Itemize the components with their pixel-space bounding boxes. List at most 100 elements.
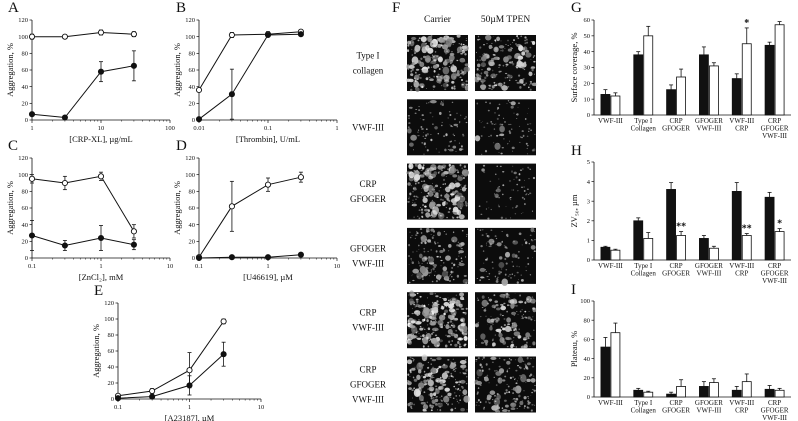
- micrograph-speck: [418, 248, 420, 250]
- micrograph-speck: [460, 328, 463, 331]
- micrograph-speck: [445, 176, 448, 177]
- micrograph-speck: [427, 192, 430, 195]
- micrograph-speck: [519, 375, 522, 377]
- micrograph-speck: [523, 407, 526, 409]
- micrograph-speck: [439, 171, 441, 173]
- micrograph-speck: [509, 252, 511, 254]
- micrograph-speck: [494, 400, 497, 403]
- micrograph-speck: [452, 44, 454, 45]
- micrograph-speck: [416, 302, 418, 304]
- micrograph-speck: [484, 149, 488, 153]
- micrograph-speck: [425, 410, 427, 412]
- micrograph-speck: [434, 242, 437, 245]
- micrograph-speck: [505, 269, 508, 271]
- micrograph-speck: [415, 303, 420, 308]
- micrograph-speck: [434, 320, 437, 321]
- y-tick-label: 60: [108, 348, 115, 355]
- micrograph-speck: [525, 193, 528, 195]
- micrograph-speck: [425, 128, 428, 130]
- series-open: [195, 171, 304, 261]
- micrograph-speck: [492, 241, 495, 243]
- category-label: CRP: [768, 262, 781, 270]
- micrograph-speck: [421, 354, 428, 362]
- micrograph-speck: [420, 126, 423, 128]
- micrograph-speck: [411, 85, 413, 87]
- micrograph-speck: [480, 122, 482, 123]
- micrograph-speck: [487, 297, 490, 299]
- category-label: VWF-III: [598, 399, 624, 407]
- micrograph-speck: [431, 199, 433, 201]
- micrograph-speck: [464, 63, 470, 67]
- micrograph-speck: [451, 86, 454, 90]
- micrograph-speck: [527, 86, 530, 89]
- micrograph-speck: [501, 49, 504, 52]
- micrograph-speck: [515, 43, 517, 45]
- data-point: [228, 254, 235, 261]
- micrograph-speck: [483, 262, 485, 264]
- micrograph-speck: [438, 68, 441, 70]
- micrograph-speck: [449, 274, 452, 276]
- micrograph-speck: [510, 47, 512, 49]
- micrograph-speck: [530, 395, 532, 396]
- micrograph-speck: [445, 395, 448, 399]
- micrograph-speck: [519, 405, 521, 407]
- micrograph-speck: [445, 302, 448, 304]
- data-point: [149, 387, 156, 395]
- micrograph-speck: [430, 56, 432, 58]
- category-label: CRP: [735, 270, 748, 278]
- micrograph-speck: [409, 300, 416, 305]
- row-label: VWF-III: [352, 122, 384, 132]
- micrograph-speck: [452, 271, 455, 273]
- micrograph-speck: [437, 56, 443, 63]
- micrograph-tile: [407, 99, 468, 156]
- category-label: Collagen: [631, 407, 657, 415]
- micrograph-speck: [437, 242, 439, 244]
- micrograph-speck: [426, 195, 429, 198]
- micrograph-speck: [510, 128, 513, 130]
- micrograph-speck: [528, 84, 531, 86]
- significance-marker: **: [676, 222, 686, 233]
- micrograph-speck: [447, 314, 452, 319]
- micrograph-speck: [499, 165, 502, 168]
- micrograph-speck: [436, 357, 442, 361]
- micrograph-speck: [438, 244, 441, 248]
- micrograph-speck: [510, 105, 514, 109]
- micrograph-speck: [507, 48, 513, 52]
- x-axis-label: [ZnCl₂], mM: [79, 272, 124, 282]
- micrograph-speck: [485, 315, 487, 317]
- micrograph-speck: [480, 62, 487, 68]
- micrograph-speck: [520, 213, 522, 215]
- category-label: GFOGER: [662, 407, 690, 415]
- micrograph-speck: [523, 198, 526, 200]
- micrograph-speck: [463, 372, 467, 375]
- bar: [610, 332, 621, 398]
- micrograph-speck: [484, 101, 488, 103]
- micrograph-speck: [410, 134, 417, 141]
- micrograph-speck: [504, 404, 509, 408]
- row-label: VWF-III: [352, 323, 384, 333]
- micrograph-speck: [416, 272, 423, 280]
- micrograph-speck: [456, 244, 459, 247]
- micrograph-speck: [418, 172, 421, 174]
- micrograph-speck: [530, 378, 536, 383]
- micrograph-speck: [452, 278, 455, 281]
- micrograph-speck: [524, 364, 528, 367]
- row-label: VWF-III: [352, 395, 384, 405]
- micrograph-speck: [459, 46, 462, 49]
- micrograph-speck: [461, 50, 466, 54]
- micrograph-speck: [456, 126, 458, 128]
- micrograph-speck: [498, 134, 501, 136]
- micrograph-speck: [421, 142, 424, 144]
- micrograph-speck: [477, 35, 480, 38]
- y-tick-label: 40: [189, 222, 196, 229]
- micrograph-speck: [465, 256, 467, 258]
- micrograph-speck: [451, 262, 454, 264]
- data-point: [297, 31, 304, 38]
- micrograph-speck: [435, 148, 437, 150]
- micrograph-speck: [462, 135, 465, 137]
- micrograph-speck: [498, 365, 501, 368]
- micrograph-speck: [498, 45, 505, 49]
- micrograph-speck: [534, 384, 536, 386]
- micrograph-speck: [455, 381, 459, 384]
